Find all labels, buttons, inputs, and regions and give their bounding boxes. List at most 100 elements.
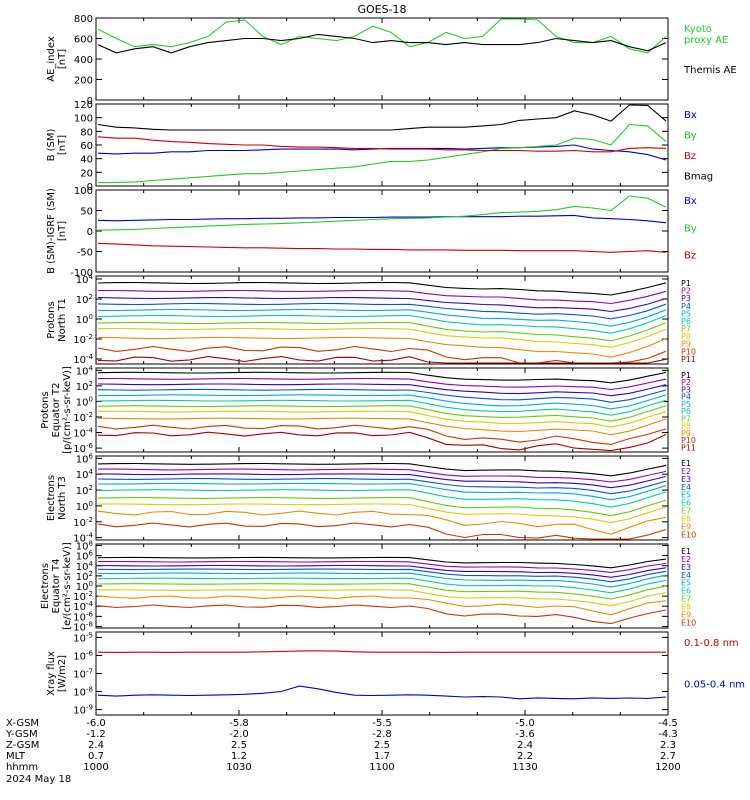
- series-line-bx: [97, 144, 667, 161]
- legend-e8: E8: [681, 602, 691, 611]
- channel-line-p5: [97, 394, 667, 410]
- footer-value: -4.5: [658, 718, 678, 729]
- y-axis-label: [e/(cm²-s-sr-keV)]: [62, 542, 73, 630]
- legend-p8: P8: [681, 332, 691, 341]
- footer-label-z-gsm: Z-GSM: [6, 740, 39, 751]
- panel-frame: [95, 103, 669, 187]
- y-axis-label: Equator T4: [51, 559, 62, 614]
- channel-line-p8: [97, 327, 667, 348]
- y-tick-label: 0: [87, 227, 93, 238]
- channel-line-e10: [97, 604, 667, 625]
- series-line-bz: [97, 136, 667, 153]
- panel-pn: [95, 275, 669, 365]
- channel-line-e6: [97, 489, 667, 508]
- footer-value: 1000: [83, 762, 108, 773]
- channel-line-e6: [97, 577, 667, 594]
- panel-pe: [95, 367, 669, 453]
- panel-ee: [95, 543, 669, 629]
- legend-p4: P4: [681, 393, 691, 402]
- legend-p5: P5: [681, 400, 691, 409]
- channel-line-p6: [97, 399, 667, 416]
- panel-en: [95, 455, 669, 541]
- legend-e1: E1: [681, 547, 691, 556]
- y-tick-label: 10-4: [73, 427, 93, 440]
- y-axis-label: Protons: [40, 391, 51, 428]
- footer-value: 1130: [512, 762, 537, 773]
- legend-p10: P10: [681, 436, 696, 445]
- channel-line-p11: [97, 356, 667, 364]
- panel-ae: [95, 17, 669, 101]
- panel-frame: [95, 17, 669, 101]
- legend-kyoto-proxy-ae: proxy AE: [684, 35, 728, 46]
- channel-line-p7: [97, 405, 667, 422]
- legend-e10: E10: [681, 530, 696, 539]
- y-tick-label: 10-5: [73, 631, 93, 644]
- footer-value: 2.4: [88, 740, 104, 751]
- channel-line-p3: [97, 296, 667, 313]
- footer-value: 1100: [369, 762, 394, 773]
- y-tick-label: 50: [80, 207, 93, 218]
- legend-kyoto-proxy-ae: Kyoto: [684, 24, 712, 35]
- channel-line-p4: [97, 388, 667, 403]
- y-axis-label: North T1: [57, 298, 68, 342]
- y-tick-label: 10-8: [73, 686, 93, 699]
- panel-xray: [95, 631, 669, 716]
- y-axis-label: B (SM)-IGRF (SM): [46, 188, 57, 274]
- legend-e1: E1: [681, 459, 691, 468]
- y-tick-label: 60: [80, 141, 93, 152]
- footer-value: 2.2: [517, 751, 533, 762]
- panel-frame: [95, 189, 669, 273]
- footer-value: 2.5: [231, 740, 247, 751]
- panel-frame: [95, 631, 669, 716]
- legend-p7: P7: [681, 325, 691, 334]
- series-line-themis-ae: [97, 33, 667, 54]
- y-tick-label: 10-4: [73, 353, 93, 366]
- channel-line-e10: [97, 522, 667, 540]
- footer-value: -5.5: [372, 718, 392, 729]
- channel-line-e8: [97, 589, 667, 607]
- footer-value: -5.0: [515, 718, 535, 729]
- channel-line-p9: [97, 336, 667, 358]
- legend-p3: P3: [681, 294, 691, 303]
- legend-e9: E9: [681, 610, 691, 619]
- legend-p4: P4: [681, 302, 691, 311]
- series-line-bx: [97, 214, 667, 224]
- footer-value: -1.2: [86, 729, 106, 740]
- legend-p1: P1: [681, 279, 691, 288]
- y-tick-label: 800: [74, 14, 93, 25]
- y-tick-label: 100: [76, 580, 93, 593]
- legend-0-1-0-8-nm: 0.1-0.8 nm: [684, 638, 739, 649]
- y-tick-label: 104: [76, 273, 94, 286]
- series-line-0-05-0-4-nm: [97, 685, 667, 700]
- y-axis-label: Equator T2: [51, 383, 62, 438]
- legend-e9: E9: [681, 522, 691, 531]
- channel-line-p9: [97, 417, 667, 436]
- y-axis-label: [p/(cm²-s-sr-keV)]: [62, 366, 73, 454]
- y-tick-label: 10-2: [73, 516, 93, 529]
- legend-e2: E2: [681, 555, 691, 564]
- series-line-kyoto-proxy-ae: [97, 18, 667, 54]
- y-tick-label: 104: [76, 560, 94, 573]
- y-tick-label: 0: [87, 96, 93, 107]
- y-tick-label: 106: [76, 550, 94, 563]
- footer-value: -6.0: [86, 718, 106, 729]
- y-axis-label: AE_index: [46, 36, 57, 82]
- y-tick-label: 0: [87, 182, 93, 193]
- channel-line-p6: [97, 314, 667, 334]
- legend-p10: P10: [681, 347, 696, 356]
- y-tick-label: 100: [76, 500, 93, 513]
- legend-e6: E6: [681, 587, 691, 596]
- legend-0-05-0-4-nm: 0.05-0.4 nm: [684, 680, 745, 691]
- y-tick-label: 100: [74, 114, 93, 125]
- y-tick-label: 100: [74, 186, 93, 197]
- channel-line-p8: [97, 410, 667, 428]
- channel-line-p2: [97, 289, 667, 305]
- legend-e7: E7: [681, 507, 691, 516]
- y-tick-label: 104: [76, 468, 94, 481]
- footer-value: -2.8: [372, 729, 392, 740]
- legend-e3: E3: [681, 475, 691, 484]
- channel-line-p10: [97, 424, 667, 445]
- footer-value: -3.6: [515, 729, 535, 740]
